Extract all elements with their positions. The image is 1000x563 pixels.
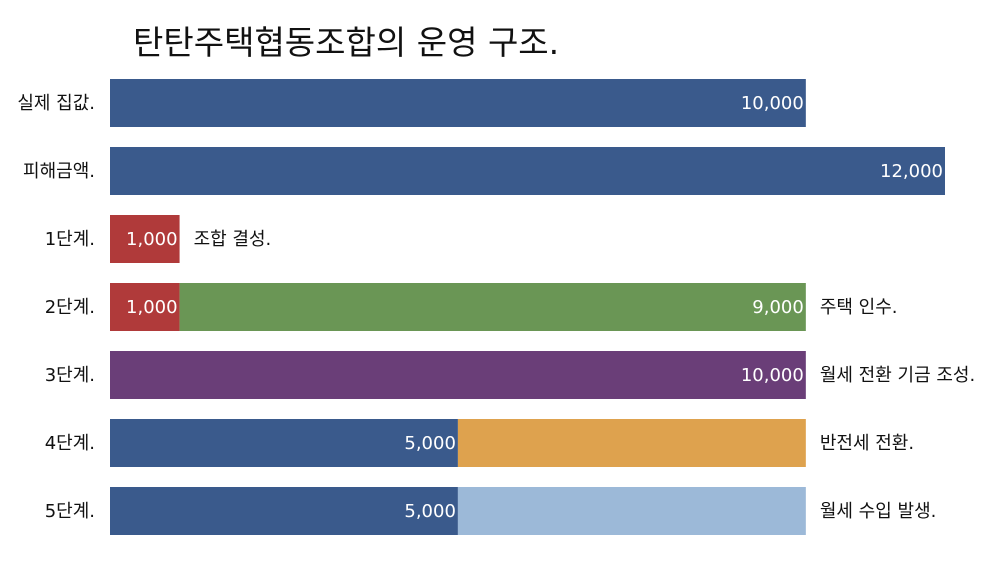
bar-segment	[457, 487, 806, 535]
annotation-label: 조합 결성.	[194, 229, 272, 250]
bar-value-label: 9,000	[752, 297, 804, 318]
bar-segment	[179, 283, 806, 331]
bar-value-label: 1,000	[126, 297, 178, 318]
category-label: 4단계.	[45, 433, 95, 454]
annotation-label: 반전세 전환.	[820, 433, 914, 454]
bar-value-label: 1,000	[126, 229, 178, 250]
category-label: 실제 집값.	[17, 93, 95, 114]
bar-segment	[110, 79, 806, 127]
bar-value-label: 10,000	[741, 93, 804, 114]
category-label: 피해금액.	[23, 161, 95, 182]
bar-value-label: 5,000	[404, 433, 456, 454]
category-label: 1단계.	[45, 229, 95, 250]
annotation-label: 월세 전환 기금 조성.	[820, 365, 975, 386]
category-label: 2단계.	[45, 297, 95, 318]
bar-value-label: 12,000	[880, 161, 943, 182]
bar-segment	[110, 419, 458, 467]
category-label: 3단계.	[45, 365, 95, 386]
bar-value-label: 5,000	[404, 501, 456, 522]
bar-segment	[110, 487, 458, 535]
category-label: 5단계.	[45, 501, 95, 522]
bar-segment	[110, 215, 180, 263]
bar-segment	[110, 283, 180, 331]
bar-segment	[457, 419, 806, 467]
bar-segment	[110, 147, 945, 195]
bar-segment	[110, 351, 806, 399]
annotation-label: 월세 수입 발생.	[820, 501, 937, 522]
bar-value-label: 10,000	[741, 365, 804, 386]
chart-title: 탄탄주택협동조합의 운영 구조.	[133, 23, 560, 62]
annotation-label: 주택 인수.	[820, 297, 898, 318]
